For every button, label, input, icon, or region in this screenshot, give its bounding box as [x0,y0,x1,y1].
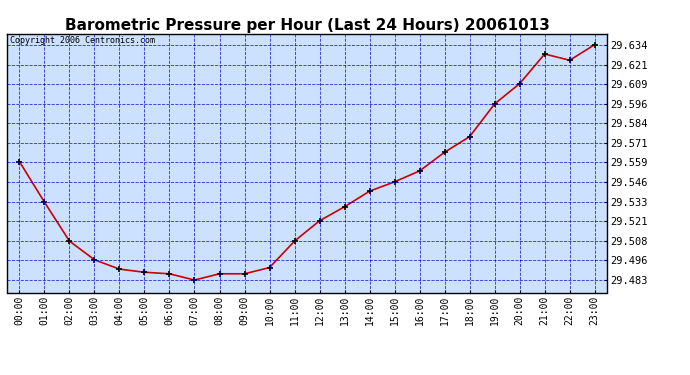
Title: Barometric Pressure per Hour (Last 24 Hours) 20061013: Barometric Pressure per Hour (Last 24 Ho… [65,18,549,33]
Text: Copyright 2006 Centronics.com: Copyright 2006 Centronics.com [10,36,155,45]
